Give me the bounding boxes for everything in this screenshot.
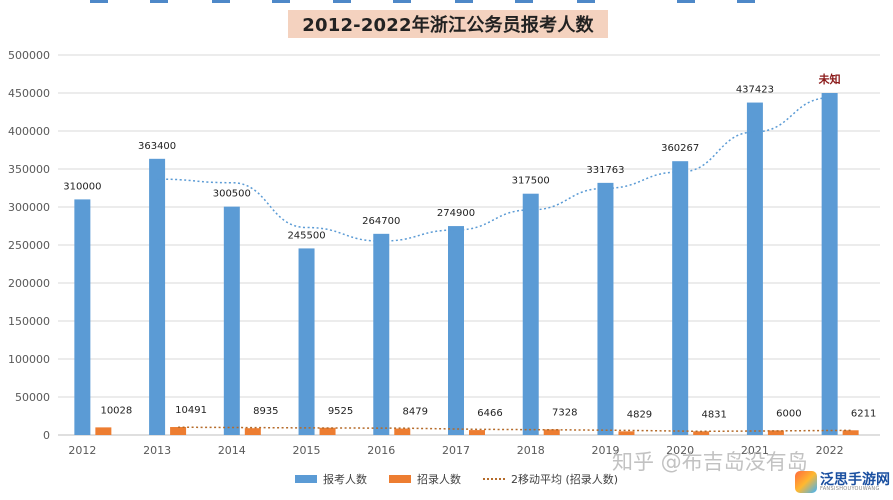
watermark-text: 知乎 @布吉岛没有岛 [612, 450, 808, 474]
bar-applicants [223, 206, 240, 435]
bar-applicants [522, 193, 539, 435]
y-tick-label: 400000 [8, 125, 50, 138]
trendline-applicants [157, 97, 830, 242]
x-tick-label: 2019 [591, 444, 619, 457]
bar-applicants [298, 248, 315, 435]
bar-hires [469, 430, 485, 435]
bar-applicants [448, 226, 464, 435]
top-decoration [0, 0, 893, 3]
y-tick-label: 200000 [8, 277, 50, 290]
y-tick-label: 150000 [8, 315, 50, 328]
y-tick-label: 500000 [8, 49, 50, 62]
data-label-applicants: 300500 [213, 189, 251, 200]
logo-icon [795, 471, 817, 493]
legend-swatch-moving-average [483, 478, 505, 480]
y-tick-label: 300000 [8, 201, 50, 214]
y-tick-label: 100000 [8, 353, 50, 366]
data-label-hires: 8479 [403, 407, 428, 418]
data-label-applicants: 245500 [287, 230, 325, 241]
bar-hires [842, 430, 859, 435]
data-label-hires: 9525 [328, 406, 353, 417]
data-label-hires: 4829 [627, 409, 652, 420]
bar-applicants [373, 233, 390, 435]
y-tick-label: 350000 [8, 163, 50, 176]
bar-applicants [746, 102, 763, 435]
bar-applicants [74, 199, 91, 435]
bar-applicants [672, 161, 689, 435]
bar-hires [319, 427, 336, 435]
data-label-hires: 7328 [552, 407, 577, 418]
x-tick-label: 2015 [293, 444, 321, 457]
bar-applicants [821, 93, 838, 435]
chart-title: 2012-2022年浙江公务员报考人数 [302, 15, 594, 36]
legend-label-moving-average: 2移动平均 (招录人数) [511, 473, 619, 486]
legend-item-moving-average: 2移动平均 (招录人数) [483, 471, 618, 487]
bar-hires [394, 428, 411, 435]
data-label-hires: 6000 [776, 408, 801, 419]
bar-hires [244, 428, 261, 435]
legend-label-applicants: 报考人数 [323, 473, 367, 486]
data-label-applicants: 437423 [736, 85, 774, 96]
x-tick-label: 2018 [517, 444, 545, 457]
y-tick-label: 50000 [15, 391, 50, 404]
data-label-hires: 6211 [851, 408, 876, 419]
x-tick-label: 2022 [816, 444, 844, 457]
data-label-applicants: 310000 [63, 181, 101, 192]
y-tick-label: 250000 [8, 239, 50, 252]
bar-hires [767, 430, 784, 435]
y-tick-label: 450000 [8, 87, 50, 100]
bar-hires [693, 431, 710, 435]
x-tick-label: 2013 [143, 444, 171, 457]
legend-label-hires: 招录人数 [417, 473, 461, 486]
data-label-applicants: 363400 [138, 141, 176, 152]
data-label-hires: 6466 [477, 408, 502, 419]
bar-hires [543, 429, 560, 435]
x-tick-label: 2020 [666, 444, 694, 457]
legend-item-hires: 招录人数 [389, 471, 461, 487]
data-label-applicants: 274900 [437, 208, 475, 219]
data-label-applicants: 360267 [661, 143, 699, 154]
chart-title-box: 2012-2022年浙江公务员报考人数 [288, 10, 608, 38]
logo-subtitle: FANSISHOUYOUWANG [820, 485, 880, 492]
legend-item-applicants: 报考人数 [295, 471, 367, 487]
chart-legend: 报考人数 招录人数 2移动平均 (招录人数) [295, 471, 618, 487]
x-tick-label: 2021 [741, 444, 769, 457]
data-label-applicants: 264700 [362, 216, 400, 227]
data-label-hires: 10028 [100, 405, 132, 416]
x-tick-label: 2012 [68, 444, 96, 457]
site-logo: 泛思手游网 FANSISHOUYOUWANG [795, 467, 890, 497]
logo-title: 泛思手游网 [820, 471, 890, 488]
x-tick-label: 2016 [367, 444, 395, 457]
bar-hires [618, 431, 635, 435]
data-label-applicants: 331763 [586, 165, 624, 176]
data-label-hires: 4831 [701, 409, 726, 420]
x-tick-label: 2017 [442, 444, 470, 457]
bar-applicants [149, 158, 166, 436]
data-label-hires: 10491 [175, 405, 207, 416]
data-label-applicants: 317500 [512, 176, 550, 187]
bar-hires [95, 427, 112, 435]
legend-swatch-applicants [295, 475, 317, 483]
legend-swatch-hires [389, 475, 411, 483]
data-label-hires: 8935 [253, 406, 278, 417]
data-label-applicants: 未知 [818, 72, 841, 86]
y-tick-label: 0 [43, 429, 50, 442]
bar-hires [170, 427, 187, 435]
bar-applicants [597, 182, 614, 435]
x-tick-label: 2014 [218, 444, 246, 457]
